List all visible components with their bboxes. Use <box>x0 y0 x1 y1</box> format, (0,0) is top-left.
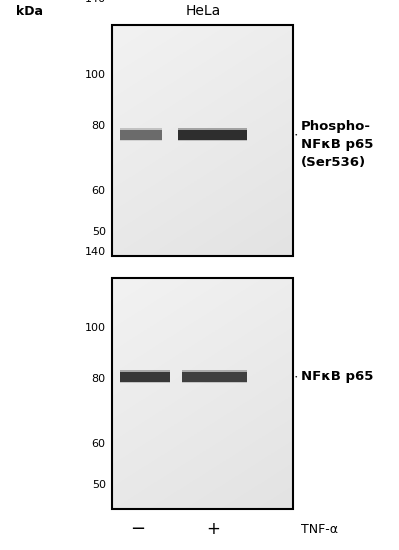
Text: −: − <box>130 520 145 538</box>
Text: Phospho-: Phospho- <box>301 120 371 133</box>
Text: 140: 140 <box>85 247 106 257</box>
Text: 80: 80 <box>92 120 106 131</box>
Text: 100: 100 <box>85 70 106 80</box>
Text: 60: 60 <box>92 186 106 196</box>
Text: TNF-α: TNF-α <box>301 522 338 536</box>
Text: 60: 60 <box>92 439 106 449</box>
Bar <box>112 25 293 256</box>
Text: (Ser536): (Ser536) <box>301 156 366 169</box>
Text: HeLa: HeLa <box>186 4 221 18</box>
Text: NFκB p65: NFκB p65 <box>301 138 373 151</box>
Text: NFκB p65: NFκB p65 <box>301 370 373 383</box>
Bar <box>112 278 293 509</box>
Text: kDa: kDa <box>16 4 43 18</box>
Text: 50: 50 <box>92 227 106 237</box>
Text: 80: 80 <box>92 373 106 384</box>
Text: 100: 100 <box>85 323 106 333</box>
Text: 50: 50 <box>92 480 106 490</box>
Text: 140: 140 <box>85 0 106 4</box>
Text: +: + <box>207 520 220 538</box>
